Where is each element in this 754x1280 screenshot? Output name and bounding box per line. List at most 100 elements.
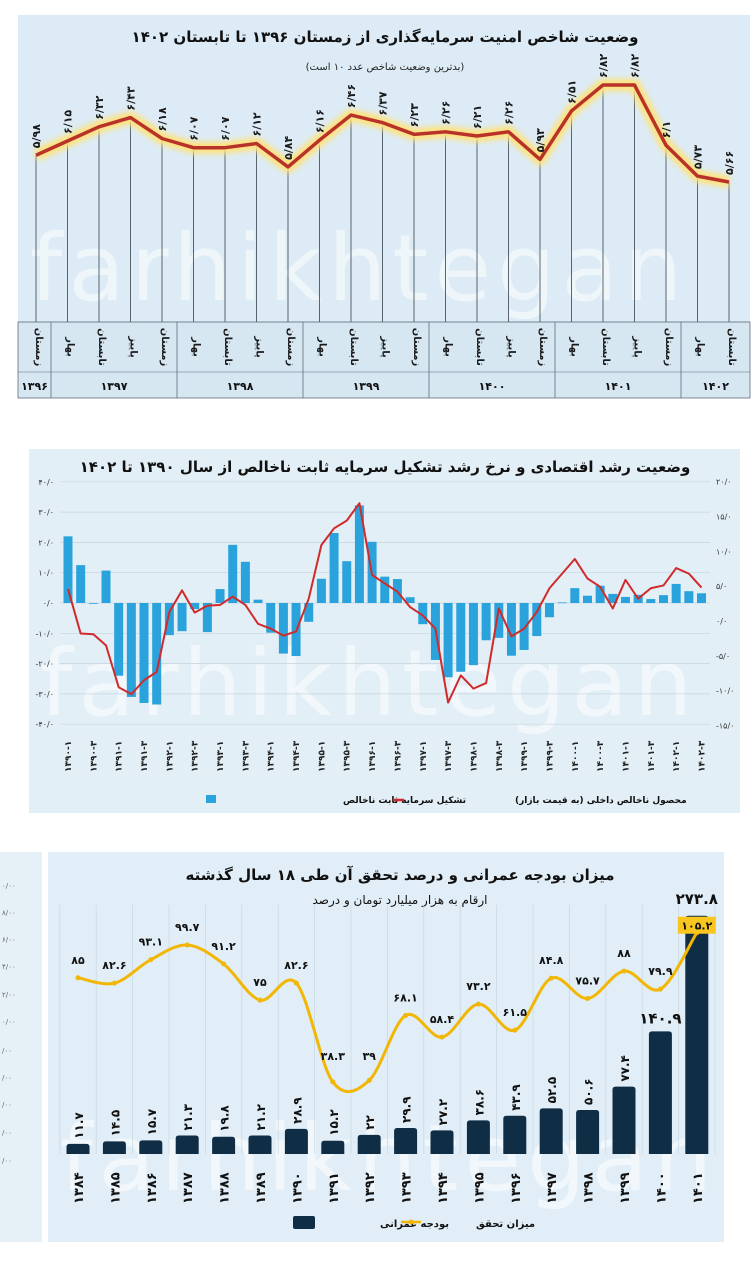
chart3-line-label: ۷۵ — [253, 976, 267, 989]
chart3-bar — [503, 1115, 527, 1154]
chart3-clipped-axis-label: ۶/۰۰ — [2, 936, 16, 944]
chart3-highlight-box — [677, 916, 716, 934]
chart3-bar-label: ۲۲ — [363, 1115, 377, 1130]
chart3-bar-label: ۲۷.۲ — [436, 1098, 450, 1125]
chart2-bar — [532, 603, 542, 637]
chart3-bar — [576, 1109, 600, 1154]
chart3-bar-label: ۴۳.۹ — [509, 1084, 523, 1111]
chart3-line-point — [75, 975, 81, 981]
chart3-bar-label: ۱۵.۲ — [327, 1109, 341, 1136]
chart3-bar-label: ۱۴.۵ — [108, 1110, 122, 1137]
chart2-bar — [456, 603, 466, 672]
chart2-left-tick: ۲۰/۰ — [38, 538, 54, 547]
chart2-bar — [354, 505, 364, 603]
chart1-value-label: ۵/۹۳ — [534, 128, 547, 152]
chart3-x-tick: ۱۴۰۱ — [691, 1172, 706, 1204]
chart2-bar — [253, 599, 263, 603]
chart3-line-point — [330, 1079, 336, 1085]
chart2-bar — [266, 603, 276, 633]
chart1-season-label: بهار — [569, 336, 580, 357]
chart2-bar — [342, 561, 352, 603]
chart3-bar — [466, 1120, 490, 1154]
chart2-bar — [304, 603, 314, 622]
chart2-left-tick: -۲۰/۰ — [36, 660, 54, 669]
chart2-bar — [240, 561, 250, 603]
chart3-bar — [284, 1128, 308, 1154]
chart3-line-label: ۶۸.۱ — [393, 991, 417, 1004]
chart3-line-label: ۱۰۵.۲ — [681, 920, 712, 933]
chart2-bar — [557, 602, 567, 604]
chart3-line-point — [111, 980, 117, 986]
chart3-x-tick: ۱۳۹۶ — [509, 1172, 524, 1204]
chart2-legend-swatch-bar — [206, 795, 216, 803]
chart1-season-label: تابستان — [474, 328, 485, 366]
chart3-line-point — [585, 996, 591, 1002]
chart2-legend-label-line: محصول ناخالص داخلی (به قیمت بازار) — [515, 796, 687, 806]
chart3-clipped-axis-label: ۴/۰۰ — [2, 963, 16, 971]
chart2-bar — [380, 576, 390, 603]
watermark-logo: farhikhtegan — [30, 215, 688, 322]
chart3-bar — [685, 915, 709, 1154]
chart2-left-tick: ۴۰/۰ — [38, 478, 54, 487]
chart1-season-label: زمستان — [159, 328, 170, 367]
chart2-bar — [88, 603, 98, 604]
chart3-line-label: ۶۱.۵ — [503, 1006, 528, 1019]
chart2-bar — [76, 565, 86, 603]
chart1-value-label: ۵/۹۸ — [30, 124, 43, 148]
chart3-bar — [357, 1134, 381, 1154]
chart1-line — [35, 83, 730, 184]
chart3-legend-label-bar: بودجه عمرانی — [380, 1219, 449, 1230]
chart2-x-tick: ۱۴۰۰-۱ — [571, 741, 581, 772]
chart3-bar-label: ۲۸.۹ — [290, 1097, 304, 1124]
chart2-line-gdp — [67, 502, 703, 704]
chart2-bar — [316, 578, 326, 603]
chart3-bar — [321, 1140, 345, 1154]
chart2-bar — [139, 603, 149, 703]
chart3-line-label: ۵۸.۴ — [430, 1013, 455, 1026]
chart1-season-label: بهار — [317, 336, 328, 357]
chart2-x-tick: ۱۳۹۲-۳ — [191, 740, 201, 772]
chart3-x-tick: ۱۳۹۹ — [618, 1172, 633, 1204]
chart2-x-tick: ۱۳۹۵-۱ — [317, 741, 327, 772]
chart2-right-tick: ۱۰/۰ — [716, 547, 732, 556]
chart2-left-tick: ۰/۰ — [43, 599, 54, 608]
chart3-bar-label: ۷۷.۴ — [618, 1055, 632, 1082]
chart1-value-label: ۶/۱۸ — [156, 107, 169, 131]
chart3-line-label: ۳۸.۳ — [321, 1050, 346, 1063]
chart1-season-label: پاییز — [632, 335, 643, 358]
chart2-left-tick: -۱۰/۰ — [36, 629, 54, 638]
chart1-value-label: ۶/۸۲ — [597, 54, 610, 78]
chart3-line-label: ۹۳.۱ — [139, 936, 163, 949]
chart1-season-label: زمستان — [663, 328, 674, 367]
chart3-bar — [430, 1130, 454, 1154]
chart3-bar-label: ۲۱.۲ — [254, 1103, 268, 1130]
chart2-x-tick: ۱۳۹۴-۱ — [267, 741, 277, 772]
chart3-x-tick: ۱۳۹۵ — [472, 1172, 487, 1204]
chart1-season-label: پاییز — [380, 335, 391, 358]
chart3-clipped-axis-label: /۰۰ — [2, 1157, 12, 1165]
chart2-left-tick: -۴۰/۰ — [36, 720, 54, 729]
chart2-bar — [595, 585, 605, 603]
chart1-value-label: ۶/۵۱ — [566, 80, 579, 104]
chart1-value-label: ۶/۱ — [660, 121, 673, 138]
chart1-season-label: زمستان — [411, 328, 422, 367]
chart2-left-tick: ۳۰/۰ — [38, 508, 54, 517]
chart1-value-label: ۶/۰۷ — [219, 116, 232, 140]
chart1-value-label: ۶/۳۲ — [93, 95, 106, 119]
chart3-line-point — [403, 1012, 409, 1018]
chart3-line-label: ۸۵ — [71, 954, 85, 967]
chart3-line-label: ۷۳.۲ — [466, 980, 491, 993]
chart1-value-label: ۶/۱۶ — [314, 109, 327, 133]
chart2-x-tick: ۱۳۹۰-۳ — [89, 740, 99, 772]
chart2-x-tick: ۱۳۹۳-۳ — [241, 740, 251, 772]
chart1-season-label: زمستان — [285, 328, 296, 367]
chart3-legend-label-line: میزان تحقق — [476, 1219, 535, 1230]
chart2-bar — [570, 588, 580, 603]
chart2-bar — [278, 603, 288, 654]
chart3-line-point — [475, 1001, 481, 1007]
chart3-line-label: ۸۲.۶ — [102, 959, 126, 972]
chart2-bar — [202, 603, 212, 633]
chart2-right-tick: ۵/۰ — [716, 582, 727, 591]
chart3-clipped-axis-label: ۰/۰۰ — [2, 1018, 16, 1026]
